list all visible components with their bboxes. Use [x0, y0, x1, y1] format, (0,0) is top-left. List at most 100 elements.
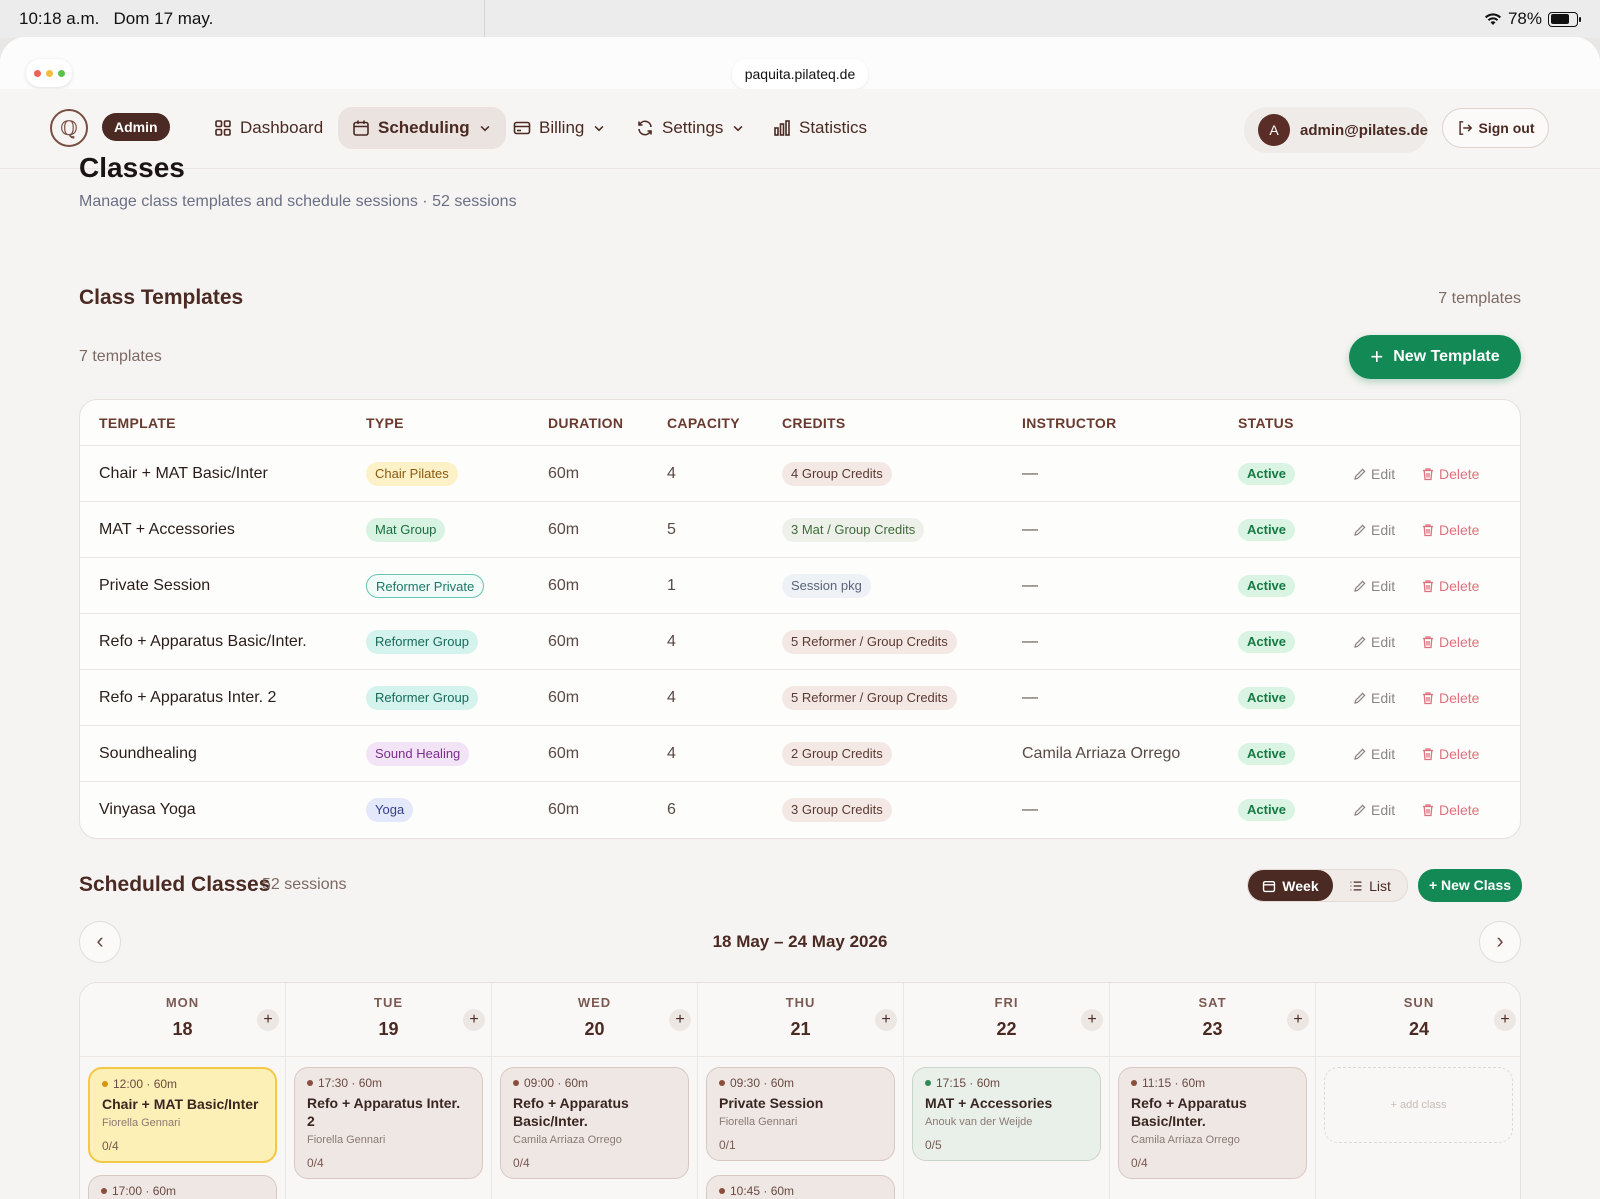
class-time-row: 12:00 · 60m	[102, 1077, 263, 1091]
edit-button[interactable]: Edit	[1353, 614, 1395, 670]
nav-dashboard[interactable]: Dashboard	[200, 107, 337, 149]
sign-out-label: Sign out	[1478, 120, 1535, 136]
next-week-button[interactable]: ›	[1479, 921, 1521, 963]
template-name: Private Session	[99, 577, 211, 594]
add-class-plus-button[interactable]: +	[1081, 1009, 1103, 1031]
status-dot-icon	[925, 1080, 931, 1086]
nav-billing[interactable]: Billing	[499, 107, 620, 149]
list-view-button[interactable]: List	[1333, 870, 1407, 901]
nav-scheduling[interactable]: Scheduling	[338, 107, 506, 149]
scheduled-title: Scheduled Classes	[79, 873, 271, 896]
sign-out-icon	[1458, 121, 1472, 135]
template-name: Refo + Apparatus Inter. 2	[99, 689, 277, 706]
class-time-row: 17:00 · 60m	[101, 1184, 264, 1198]
class-instructor: Anouk van der Weijde	[925, 1116, 1033, 1128]
edit-button[interactable]: Edit	[1353, 782, 1395, 838]
delete-button[interactable]: Delete	[1421, 558, 1479, 614]
user-menu[interactable]: A admin@pilates.de	[1244, 107, 1428, 153]
class-card[interactable]: 11:15 · 60m Refo + Apparatus Basic/Inter.…	[1118, 1067, 1307, 1179]
minimize-dot-icon[interactable]	[45, 69, 53, 77]
type-cell: Sound Healing	[366, 726, 470, 782]
address-bar[interactable]: paquita.pilateq.de	[732, 59, 868, 89]
col-type[interactable]: TYPE	[366, 415, 404, 431]
new-template-button[interactable]: + New Template	[1349, 335, 1521, 379]
class-card[interactable]: 09:30 · 60m Private Session Fiorella Genna…	[706, 1067, 895, 1161]
window-controls[interactable]	[26, 59, 72, 87]
add-class-plus-button[interactable]: +	[257, 1009, 279, 1031]
card-icon	[513, 121, 531, 135]
nav-statistics[interactable]: Statistics	[759, 107, 881, 149]
new-class-button[interactable]: + New Class	[1418, 869, 1522, 902]
trash-icon	[1423, 524, 1433, 537]
add-class-plus-button[interactable]: +	[1287, 1009, 1309, 1031]
chevron-down-icon	[594, 125, 604, 132]
delete-button[interactable]: Delete	[1421, 782, 1479, 838]
day-of-week: SUN	[1403, 995, 1435, 1010]
class-title: Private Session	[719, 1095, 824, 1111]
day-header: SUN 24 +	[1316, 983, 1520, 1057]
col-template[interactable]: TEMPLATE	[99, 415, 176, 431]
nav-settings-label: Settings	[662, 118, 724, 137]
add-class-plus-button[interactable]: +	[875, 1009, 897, 1031]
trash-icon	[1423, 804, 1433, 817]
add-class-plus-button[interactable]: +	[463, 1009, 485, 1031]
class-card[interactable]: 09:00 · 60m Refo + Apparatus Basic/Inter.…	[500, 1067, 689, 1179]
day-header: WED 20 +	[492, 983, 697, 1057]
edit-button[interactable]: Edit	[1353, 726, 1395, 782]
day-of-week: THU	[785, 995, 816, 1010]
edit-button[interactable]: Edit	[1353, 446, 1395, 502]
edit-button[interactable]: Edit	[1353, 558, 1395, 614]
nav-settings[interactable]: Settings	[622, 107, 759, 149]
delete-button[interactable]: Delete	[1421, 614, 1479, 670]
delete-button[interactable]: Delete	[1421, 670, 1479, 726]
col-duration[interactable]: DURATION	[548, 415, 624, 431]
type-badge: Sound Healing	[366, 742, 470, 766]
sign-out-button[interactable]: Sign out	[1442, 108, 1549, 148]
maximize-dot-icon[interactable]	[57, 69, 65, 77]
col-status[interactable]: STATUS	[1238, 415, 1294, 431]
bar-chart-icon	[774, 120, 790, 136]
table-row: Chair + MAT Basic/Inter Chair Pilates 60m 4…	[80, 446, 1520, 502]
delete-button[interactable]: Delete	[1421, 726, 1479, 782]
class-instructor: Fiorella Gennari	[102, 1117, 181, 1129]
close-dot-icon[interactable]	[33, 69, 41, 77]
credits-cell: 3 Group Credits	[782, 782, 892, 838]
credits-badge: Session pkg	[782, 574, 871, 598]
wifi-icon	[1484, 13, 1501, 25]
browser-chrome: paquita.pilateq.de	[0, 37, 1600, 89]
class-card[interactable]: 10:45 · 60m	[706, 1175, 895, 1199]
pencil-icon	[1354, 804, 1366, 816]
type-cell: Mat Group	[366, 502, 446, 558]
add-class-slot[interactable]: + add class	[1324, 1067, 1513, 1143]
battery-icon	[1548, 11, 1581, 27]
template-name: Soundhealing	[99, 745, 197, 762]
status-date: Dom 17 may.	[113, 9, 214, 28]
add-class-plus-button[interactable]: +	[1494, 1009, 1516, 1031]
prev-week-button[interactable]: ‹	[79, 921, 121, 963]
edit-button[interactable]: Edit	[1353, 670, 1395, 726]
edit-button[interactable]: Edit	[1353, 502, 1395, 558]
class-card[interactable]: 12:00 · 60m Chair + MAT Basic/Inter Fiorel…	[88, 1067, 277, 1163]
status-cell: Active	[1238, 446, 1296, 502]
type-cell: Reformer Group	[366, 670, 478, 726]
delete-button[interactable]: Delete	[1421, 502, 1479, 558]
week-view-button[interactable]: Week	[1248, 870, 1333, 901]
add-class-plus-button[interactable]: +	[669, 1009, 691, 1031]
status-badge: Active	[1238, 687, 1296, 709]
type-badge: Reformer Private	[366, 574, 485, 598]
credits-badge: 3 Mat / Group Credits	[782, 518, 925, 542]
credits-cell: 5 Reformer / Group Credits	[782, 670, 957, 726]
col-credits[interactable]: CREDITS	[782, 415, 846, 431]
class-time: 09:30 · 60m	[730, 1076, 795, 1090]
logo-icon[interactable]: ℚ	[50, 109, 88, 147]
trash-icon	[1423, 692, 1433, 705]
col-instructor[interactable]: INSTRUCTOR	[1022, 415, 1117, 431]
class-card[interactable]: 17:00 · 60m	[88, 1175, 277, 1199]
class-card[interactable]: 17:15 · 60m MAT + Accessories Anouk van de…	[912, 1067, 1101, 1161]
class-card[interactable]: 17:30 · 60m Refo + Apparatus Inter. 2 Fior…	[294, 1067, 483, 1179]
status-cell: Active	[1238, 670, 1296, 726]
edit-label: Edit	[1371, 578, 1396, 594]
col-capacity[interactable]: CAPACITY	[667, 415, 740, 431]
delete-button[interactable]: Delete	[1421, 446, 1479, 502]
duration-cell: 60m	[548, 689, 580, 706]
